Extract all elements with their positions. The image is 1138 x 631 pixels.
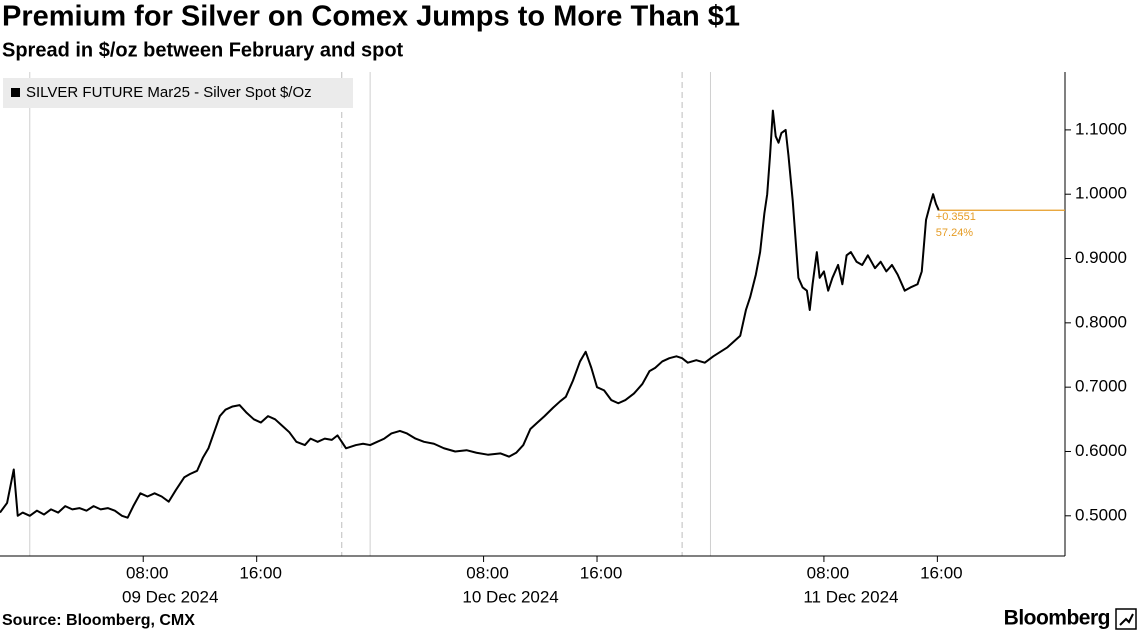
x-tick-label: 08:00: [466, 563, 509, 582]
x-tick-label: 08:00: [807, 563, 850, 582]
legend-swatch: [11, 88, 20, 97]
last-value-label: 57.24%: [936, 227, 974, 239]
brand-icon-arrow: [1119, 613, 1134, 626]
y-tick-label: 0.7000: [1075, 377, 1127, 396]
last-value-label: +0.3551: [936, 211, 976, 223]
y-tick-label: 0.5000: [1075, 505, 1127, 524]
x-tick-label: 08:00: [126, 563, 169, 582]
source: Source: Bloomberg, CMX: [2, 612, 195, 629]
x-date-label: 09 Dec 2024: [122, 587, 218, 606]
legend-label: SILVER FUTURE Mar25 - Silver Spot $/Oz: [26, 84, 312, 101]
chart-subtitle: Spread in $/oz between February and spot: [2, 39, 404, 61]
y-tick-label: 1.1000: [1075, 119, 1127, 138]
y-tick-label: 0.9000: [1075, 248, 1127, 267]
x-date-label: 10 Dec 2024: [462, 587, 558, 606]
x-tick-label: 16:00: [239, 563, 282, 582]
chart-title: Premium for Silver on Comex Jumps to Mor…: [2, 1, 740, 33]
x-tick-label: 16:00: [920, 563, 963, 582]
y-tick-label: 0.6000: [1075, 441, 1127, 460]
line-series: [0, 109, 940, 519]
y-tick-label: 1.0000: [1075, 184, 1127, 203]
x-tick-label: 16:00: [580, 563, 623, 582]
brand: Bloomberg: [1004, 607, 1110, 630]
y-tick-label: 0.8000: [1075, 312, 1127, 331]
x-date-label: 11 Dec 2024: [803, 587, 898, 606]
legend-box: [3, 78, 353, 108]
